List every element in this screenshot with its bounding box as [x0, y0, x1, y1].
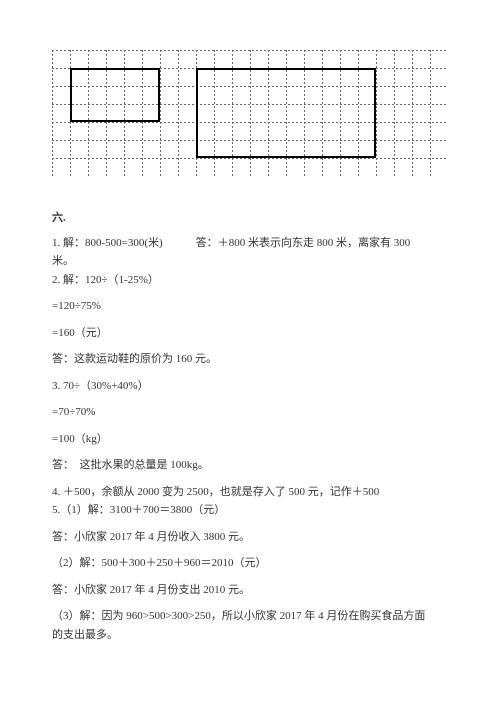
text-line: =160（元） — [52, 325, 448, 342]
text-line: 的支出最多。 — [52, 627, 448, 644]
text-line: 5.（1）解：3100＋700＝3800（元） — [52, 502, 448, 519]
text-line: 答：小欣家 2017 年 4 月份收入 3800 元。 — [52, 529, 448, 546]
text-line: 2. 解：120÷（1-25%） — [52, 272, 448, 289]
text-line: =120÷75% — [52, 298, 448, 315]
text-line: =100（kg） — [52, 431, 448, 448]
rect-large — [196, 68, 376, 158]
rect-small — [70, 68, 160, 122]
text-line: 4. ＋500，余额从 2000 变为 2500，也就是存入了 500 元，记作… — [52, 484, 448, 501]
grid-figure — [52, 50, 448, 176]
content-block: 1. 解：800-500=300(米) 答：＋800 米表示向东走 800 米，… — [52, 235, 448, 644]
text-line: 1. 解：800-500=300(米) 答：＋800 米表示向东走 800 米，… — [52, 235, 448, 252]
text-line: 米。 — [52, 253, 448, 270]
text-line: 3. 70÷（30%+40%） — [52, 378, 448, 395]
text-line: =70÷70% — [52, 404, 448, 421]
text-line: （2）解：500＋300＋250＋960＝2010（元） — [52, 555, 448, 572]
text-line: 答：这款运动鞋的原价为 160 元。 — [52, 351, 448, 368]
text-line: 答：小欣家 2017 年 4 月份支出 2010 元。 — [52, 582, 448, 599]
section-heading: 六. — [52, 210, 448, 227]
text-line: 答： 这批水果的总量是 100kg。 — [52, 457, 448, 474]
text-line: （3）解：因为 960>500>300>250，所以小欣家 2017 年 4 月… — [52, 608, 448, 625]
